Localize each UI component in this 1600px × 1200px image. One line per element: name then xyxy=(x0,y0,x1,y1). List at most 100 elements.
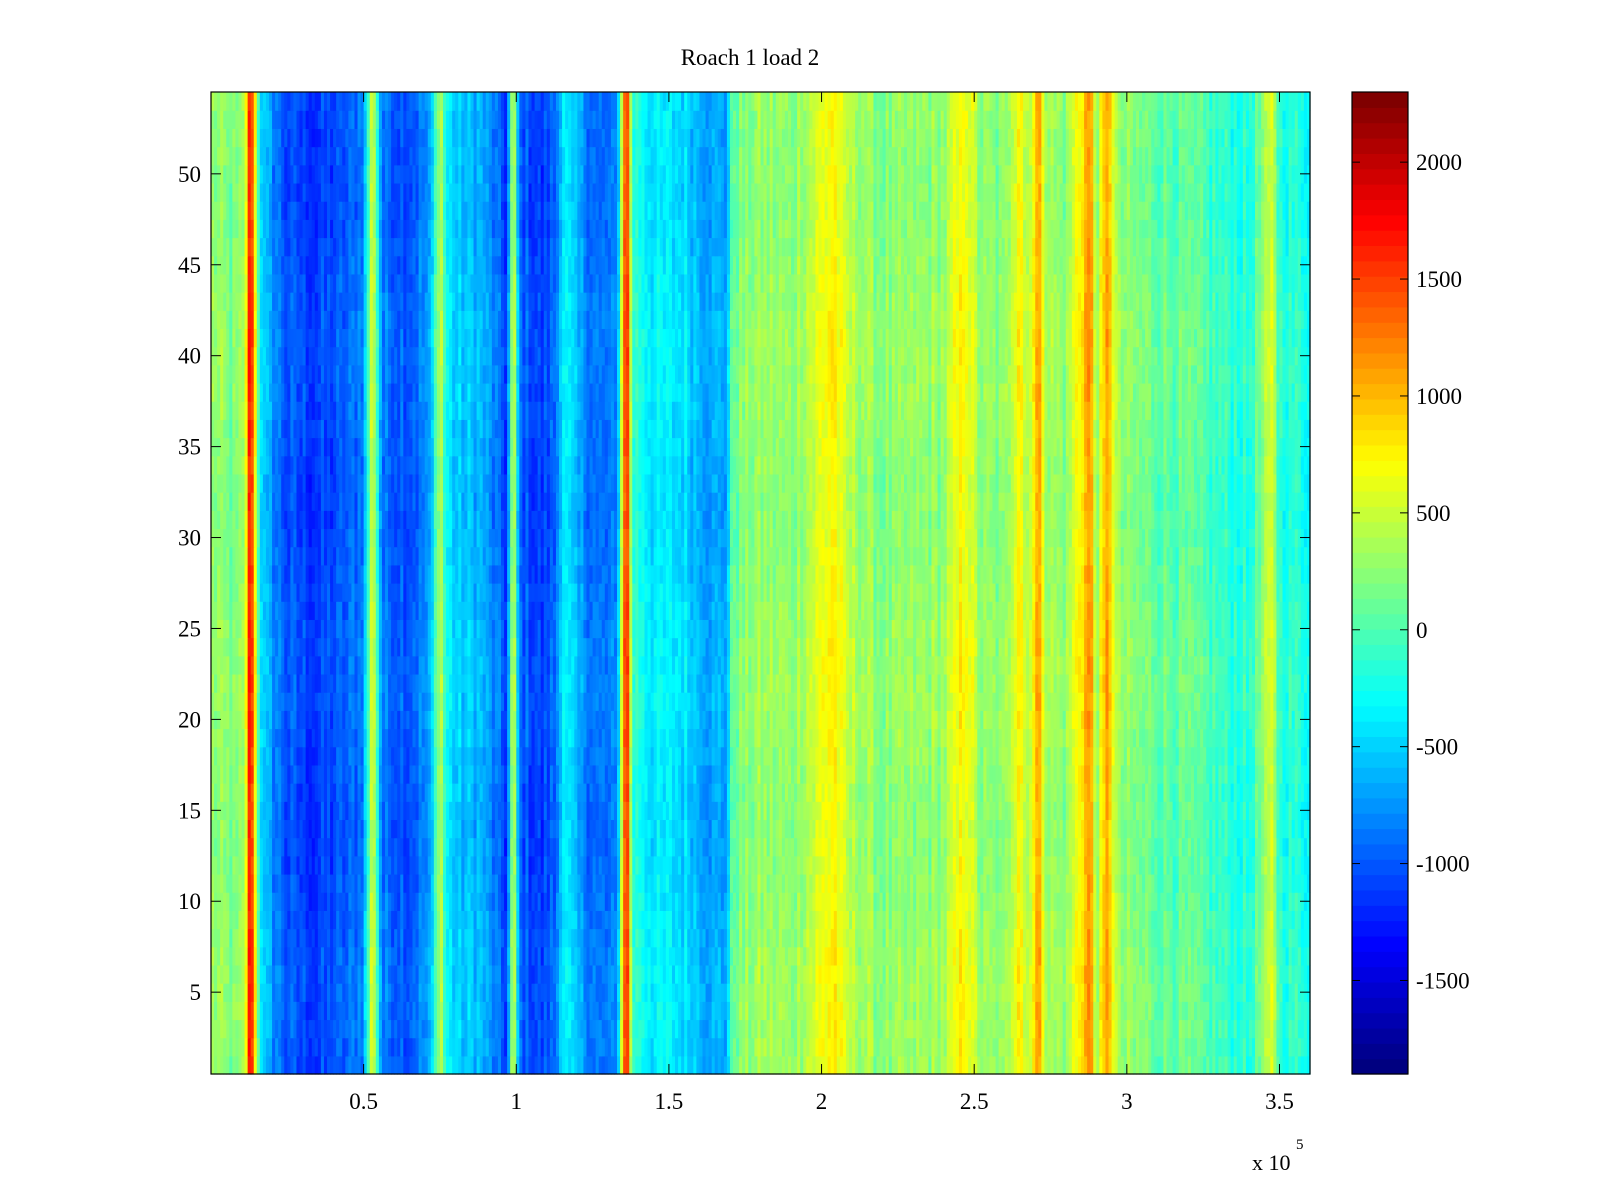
heatmap-cell xyxy=(1215,928,1220,948)
heatmap-cell xyxy=(1255,946,1259,966)
heatmap-cell xyxy=(479,983,484,1002)
heatmap-cell xyxy=(668,819,673,839)
heatmap-cell xyxy=(888,873,893,893)
heatmap-cell xyxy=(1087,855,1091,875)
heatmap-cell xyxy=(406,1001,411,1021)
heatmap-cell xyxy=(1294,873,1299,893)
heatmap-cell xyxy=(781,892,786,911)
heatmap-cell xyxy=(363,892,368,911)
heatmap-cell xyxy=(443,910,447,930)
heatmap-cell xyxy=(723,1001,728,1021)
heatmap-cell xyxy=(455,1001,459,1021)
heatmap-cell xyxy=(452,1001,456,1021)
heatmap-cell xyxy=(1255,928,1259,948)
heatmap-cell xyxy=(845,928,850,948)
heatmap-cell xyxy=(467,892,472,911)
heatmap-cell xyxy=(803,1001,807,1021)
heatmap-cell xyxy=(626,873,630,893)
heatmap-cell xyxy=(562,983,566,1002)
heatmap-cell xyxy=(1154,983,1158,1002)
heatmap-cell xyxy=(461,837,465,857)
heatmap-cell xyxy=(1004,892,1009,911)
heatmap-cell xyxy=(781,983,786,1002)
heatmap-cell xyxy=(797,983,801,1002)
heatmap-cell xyxy=(943,983,948,1002)
heatmap-cell xyxy=(360,1037,365,1057)
heatmap-cell xyxy=(418,837,423,857)
heatmap-cell xyxy=(323,928,328,948)
heatmap-cell xyxy=(250,1019,255,1039)
heatmap-cell xyxy=(1175,983,1180,1002)
heatmap-cell xyxy=(1203,837,1207,857)
heatmap-cell xyxy=(1023,837,1027,857)
heatmap-cell xyxy=(900,983,905,1002)
heatmap-cell xyxy=(983,1019,987,1039)
heatmap-cell xyxy=(394,928,398,948)
heatmap-cell xyxy=(897,910,902,930)
heatmap-cell xyxy=(256,873,261,893)
heatmap-cell xyxy=(781,910,786,930)
heatmap-cell xyxy=(1126,819,1131,839)
heatmap-cell xyxy=(662,910,667,930)
heatmap-cell xyxy=(1270,1019,1274,1039)
heatmap-cell xyxy=(439,983,444,1002)
heatmap-cell xyxy=(791,910,795,930)
heatmap-cell xyxy=(629,819,633,839)
heatmap-cell xyxy=(986,1001,991,1021)
heatmap-cell xyxy=(443,873,447,893)
heatmap-cell xyxy=(507,873,511,893)
heatmap-cell xyxy=(1190,928,1195,948)
heatmap-cell xyxy=(983,946,987,966)
heatmap-cell xyxy=(678,983,682,1002)
heatmap-cell xyxy=(1044,910,1049,930)
heatmap-cell xyxy=(916,892,920,911)
heatmap-cell xyxy=(409,983,414,1002)
heatmap-cell xyxy=(1190,837,1195,857)
heatmap-cell xyxy=(601,837,606,857)
heatmap-cell xyxy=(1062,1019,1067,1039)
heatmap-cell xyxy=(842,1037,847,1057)
heatmap-cell xyxy=(736,837,740,857)
heatmap-cell xyxy=(491,1019,496,1039)
heatmap-cell xyxy=(577,819,581,839)
heatmap-cell xyxy=(726,873,731,893)
heatmap-cell xyxy=(986,855,991,875)
heatmap-cell xyxy=(910,1019,914,1039)
heatmap-cell xyxy=(1035,1019,1039,1039)
heatmap-cell xyxy=(1148,910,1152,930)
heatmap-cell xyxy=(1026,837,1030,857)
heatmap-cell xyxy=(397,983,401,1002)
heatmap-cell xyxy=(565,946,569,966)
heatmap-cell xyxy=(421,946,426,966)
heatmap-cell xyxy=(1099,837,1104,857)
heatmap-cell xyxy=(1197,1055,1201,1075)
heatmap-cell xyxy=(1068,837,1073,857)
heatmap-cell xyxy=(638,819,643,839)
heatmap-cell xyxy=(656,819,661,839)
heatmap-cell xyxy=(1047,837,1052,857)
heatmap-cell xyxy=(220,819,224,839)
heatmap-cell xyxy=(925,873,929,893)
heatmap-cell xyxy=(1010,928,1015,948)
heatmap-cell xyxy=(1169,855,1174,875)
heatmap-cell xyxy=(366,873,371,893)
heatmap-cell xyxy=(275,892,279,911)
heatmap-cell xyxy=(299,910,304,930)
heatmap-cell xyxy=(775,892,780,911)
heatmap-cell xyxy=(681,910,685,930)
heatmap-cell xyxy=(1190,1055,1195,1075)
heatmap-cell xyxy=(458,964,462,984)
heatmap-cell xyxy=(1270,837,1274,857)
heatmap-cell xyxy=(610,910,615,930)
heatmap-cell xyxy=(1013,873,1018,893)
heatmap-cell xyxy=(1157,1001,1162,1021)
heatmap-cell xyxy=(1184,892,1189,911)
heatmap-cell xyxy=(217,910,221,930)
heatmap-cell xyxy=(766,964,771,984)
heatmap-cell xyxy=(290,928,295,948)
heatmap-cell xyxy=(433,946,438,966)
heatmap-cell xyxy=(1212,1037,1216,1057)
heatmap-cell xyxy=(784,928,789,948)
heatmap-cell xyxy=(1074,1037,1079,1057)
heatmap-cell xyxy=(794,983,798,1002)
